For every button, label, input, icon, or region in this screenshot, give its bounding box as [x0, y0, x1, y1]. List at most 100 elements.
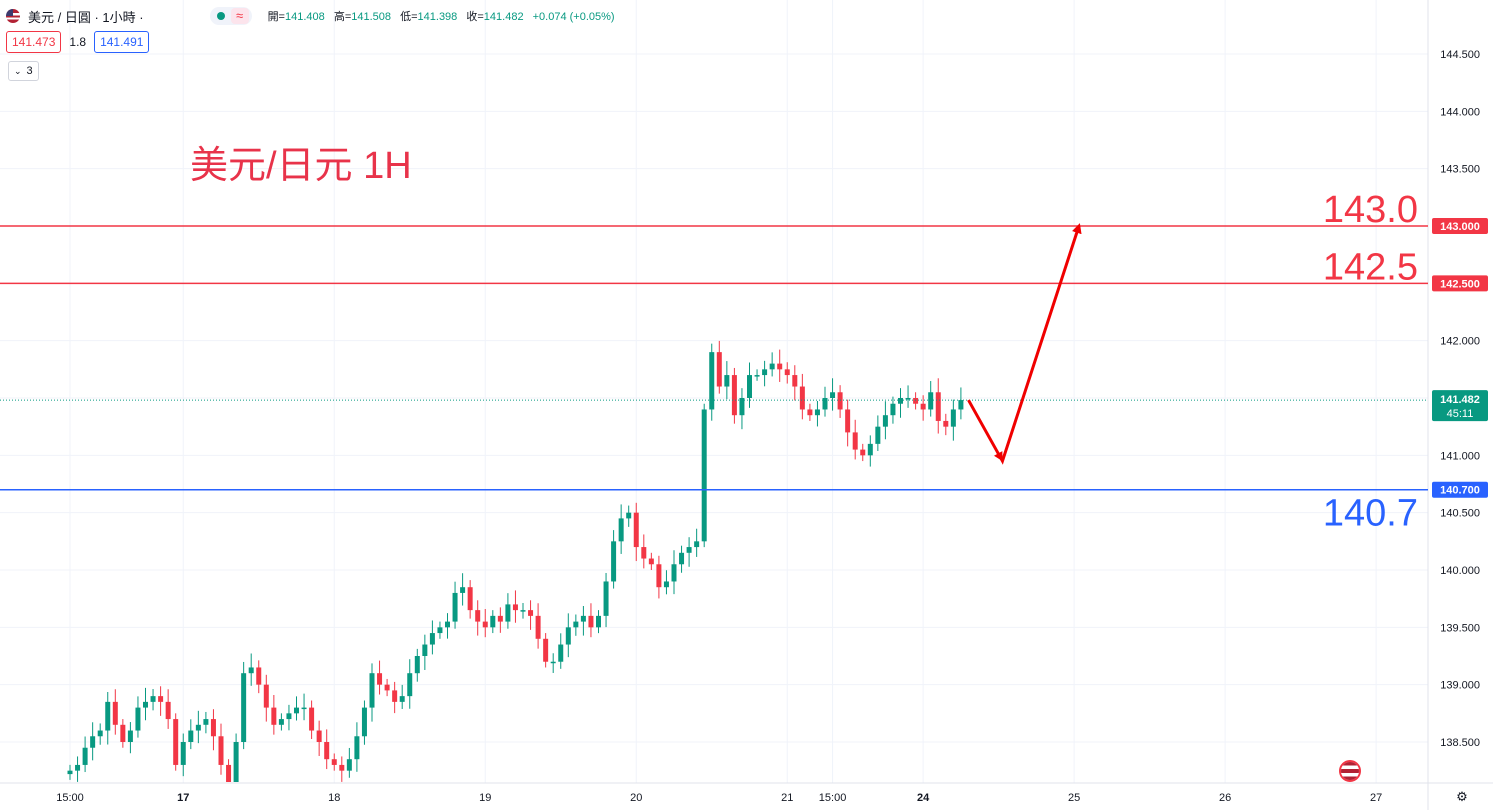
candle-body [105, 701, 111, 731]
candle-body [354, 736, 360, 760]
candle-body [90, 736, 96, 748]
candle-body [747, 375, 752, 398]
candle-body [512, 604, 518, 611]
x-tick-label: 26 [1219, 792, 1231, 804]
y-tick-label: 140.500 [1440, 508, 1480, 520]
candle-body [271, 707, 277, 725]
candle-body [203, 719, 209, 725]
candle-body [596, 615, 601, 628]
candle-body [67, 770, 73, 775]
sell-price-button[interactable]: 141.473 [6, 31, 62, 53]
candle-body [467, 587, 473, 611]
candle-body [852, 432, 858, 450]
candle-body [573, 621, 579, 628]
gear-icon[interactable]: ⚙ [1456, 789, 1468, 804]
candle-body [716, 352, 722, 387]
candle-body [180, 742, 186, 765]
candle-body [867, 443, 873, 456]
candle-body [882, 415, 888, 427]
candle-body [127, 730, 133, 742]
market-open-dot-icon [216, 12, 225, 20]
x-tick-label: 18 [328, 792, 340, 804]
candle-body [611, 541, 617, 582]
candle-body [550, 661, 556, 664]
buy-price-button[interactable]: 141.491 [94, 31, 150, 53]
candle-body [158, 696, 164, 702]
indicators-toggle[interactable]: ⌄ 3 [8, 61, 39, 81]
candle-body [656, 564, 662, 588]
candle-body [361, 707, 367, 737]
change-value: +0.074 (+0.05%) [532, 11, 615, 23]
close-value: 141.482 [483, 11, 524, 23]
candle-body [958, 400, 964, 410]
close-label: 收= [466, 11, 484, 23]
high-value: 141.508 [351, 11, 392, 23]
market-status-pill[interactable]: ≈ [209, 7, 252, 25]
y-tick-label: 144.500 [1440, 49, 1480, 61]
resistance-level-label: 143.0 [1323, 189, 1418, 231]
y-tick-label: 141.000 [1440, 450, 1480, 462]
candle-body [731, 375, 737, 416]
candle-body [633, 512, 639, 548]
y-tick-label: 140.000 [1440, 565, 1480, 577]
open-value: 141.408 [285, 11, 325, 23]
candle-body [384, 684, 390, 691]
symbol-label[interactable]: 美元 / 日圓 · 1小時 · [28, 9, 144, 25]
chart-header: 美元 / 日圓 · 1小時 · ≈ 開=141.408 高=141.508 低=… [6, 6, 621, 26]
candle-body [648, 558, 654, 565]
candle-body [618, 518, 624, 542]
candle-body [535, 615, 541, 639]
last-price-tag [1432, 390, 1488, 422]
candle-body [543, 638, 549, 662]
candle-body [263, 684, 269, 708]
candle-body [392, 690, 398, 702]
candle-body [278, 719, 284, 725]
candle-body [233, 742, 239, 782]
resistance-level-label: 142.5 [1323, 246, 1418, 288]
candle-body [520, 610, 526, 612]
candle-body [754, 375, 760, 377]
support-level-label: 140.7 [1323, 493, 1418, 535]
candle-body [135, 707, 141, 731]
usd-flag-icon [6, 9, 20, 23]
candle-body [505, 604, 511, 622]
indicator-count: 3 [26, 65, 33, 77]
wave-icon[interactable]: ≈ [230, 8, 249, 24]
candle-body [920, 403, 926, 410]
candle-body [580, 615, 586, 622]
chevron-down-icon: ⌄ [14, 66, 22, 76]
y-tick-label: 143.500 [1440, 164, 1480, 176]
candle-body [709, 352, 715, 410]
candle-body [429, 633, 435, 645]
candle-body [460, 587, 466, 593]
low-label: 低= [400, 11, 418, 23]
candle-body [256, 667, 262, 685]
candle-body [588, 615, 594, 628]
candle-body [777, 363, 783, 370]
candle-body [377, 673, 383, 685]
candle-body [769, 363, 775, 370]
candle-body [641, 547, 647, 559]
usd-currency-icon[interactable] [1339, 760, 1361, 782]
candle-body [75, 764, 81, 771]
candle-body [437, 627, 443, 634]
x-tick-label: 21 [781, 792, 793, 804]
x-tick-label: 25 [1068, 792, 1080, 804]
candle-body [845, 409, 851, 433]
candle-body [482, 621, 488, 628]
candle-body [671, 564, 677, 582]
candle-body [218, 736, 224, 765]
candle-body [950, 409, 956, 427]
candle-body [807, 409, 813, 416]
candle-body [875, 426, 881, 444]
candle-body [407, 673, 413, 697]
candle-body [679, 552, 685, 565]
candle-body [935, 392, 941, 421]
candle-body [143, 701, 148, 708]
resistance-axis-label: 142.500 [1440, 278, 1480, 290]
candle-body [422, 644, 428, 656]
candle-body [120, 724, 126, 742]
candle-body [331, 759, 337, 765]
candle-body [210, 719, 216, 737]
